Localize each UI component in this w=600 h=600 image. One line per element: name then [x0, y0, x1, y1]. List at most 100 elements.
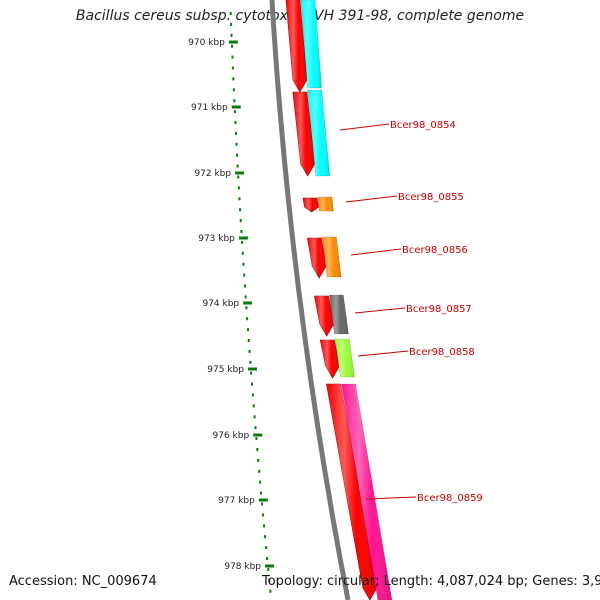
- scale-dot: [265, 546, 268, 550]
- scale-major-tick: [265, 564, 275, 568]
- scale-track: 970 kbp 971 kbp 972 kbp 973 kbp 974 kbp 975 k…: [188, 12, 275, 593]
- scale-label: 971 kbp: [191, 103, 228, 113]
- scale-dot: [240, 230, 243, 233]
- scale-dot: [231, 55, 234, 59]
- scale-label: 977 kbp: [218, 496, 255, 506]
- cds-track: [285, 0, 378, 600]
- scale-dot: [242, 262, 245, 266]
- scale-dot: [251, 393, 254, 397]
- scale-dot: [239, 208, 242, 212]
- scale-dot: [230, 22, 233, 26]
- cog-block-shade: [317, 197, 334, 211]
- scale-dot: [262, 513, 265, 517]
- scale-dot: [243, 284, 246, 288]
- scale-major-tick: [243, 301, 253, 305]
- gene-labels: Bcer98_0854 Bcer98_0855 Bcer98_0856 Bcer98_…: [339, 120, 483, 504]
- cds-arrow-shade: [286, 0, 307, 92]
- cog-block-shade: [301, 0, 322, 88]
- scale-dot: [264, 535, 267, 539]
- scale-dot: [230, 44, 233, 48]
- gene-label: Bcer98_0859: [417, 493, 483, 504]
- scale-dot: [268, 578, 271, 582]
- scale-dot: [237, 175, 240, 179]
- scale-dot: [229, 12, 232, 15]
- scale-label: 978 kbp: [224, 562, 261, 572]
- scale-dot: [249, 360, 252, 364]
- gene-label: Bcer98_0857: [406, 304, 472, 315]
- gene-leader-line: [339, 123, 390, 131]
- scale-dot: [235, 142, 238, 146]
- scale-dot: [263, 524, 266, 528]
- scale-dot: [247, 339, 250, 342]
- scale-dot: [236, 153, 239, 157]
- scale-label: 976 kbp: [213, 431, 250, 441]
- cds-arrow-shade: [292, 92, 315, 176]
- cog-block-shade: [307, 90, 330, 176]
- scale-dot: [233, 110, 236, 114]
- scale-dot: [259, 480, 262, 484]
- scale-dot: [231, 66, 234, 70]
- gene-label: Bcer98_0856: [402, 245, 468, 256]
- scale-dot: [261, 502, 264, 506]
- scale-dot: [248, 349, 251, 353]
- gene-leader-line: [357, 350, 409, 357]
- scale-dot: [232, 88, 235, 92]
- scale-dot: [260, 491, 263, 495]
- scale-major-tick: [247, 367, 257, 371]
- scale-major-tick: [253, 433, 263, 437]
- cog-block-shade: [335, 339, 355, 377]
- backbone-track: [269, 0, 351, 600]
- scale-dot: [246, 328, 249, 332]
- scale-major-tick: [258, 498, 268, 502]
- gene-label: Bcer98_0858: [409, 347, 475, 358]
- scale-dot: [252, 404, 255, 408]
- gene-leader-line: [350, 248, 402, 256]
- scale-dot: [246, 317, 249, 321]
- cog-track: [300, 0, 393, 600]
- scale-label: 973 kbp: [198, 234, 235, 244]
- scale-dot: [234, 121, 237, 124]
- scale-label: 972 kbp: [194, 169, 231, 179]
- scale-dot: [256, 448, 259, 451]
- scale-label: 975 kbp: [207, 365, 244, 375]
- scale-dot: [243, 273, 246, 277]
- scale-dot: [250, 371, 253, 375]
- scale-dot: [241, 240, 244, 244]
- cds-arrow-shade: [314, 296, 334, 336]
- accession-text: Accession: NC_009674: [9, 574, 157, 589]
- gene-label: Bcer98_0855: [398, 192, 464, 203]
- cog-block-shade: [322, 237, 342, 277]
- scale-dot: [244, 295, 247, 299]
- scale-dot: [253, 415, 256, 419]
- scale-dot: [239, 219, 242, 223]
- gene-leader-line: [365, 496, 417, 500]
- scale-dot: [241, 251, 244, 255]
- scale-dot: [245, 306, 248, 310]
- scale-major-tick: [231, 105, 241, 109]
- scale-dot: [232, 77, 235, 81]
- scale-major-tick: [238, 236, 248, 240]
- scale-dot: [254, 426, 257, 430]
- cds-arrow-shade: [302, 198, 319, 212]
- scale-dot: [234, 131, 237, 135]
- scale-dot: [251, 382, 254, 386]
- cds-arrow-shade: [307, 238, 327, 278]
- scale-dot: [236, 164, 239, 168]
- scale-dot: [237, 186, 240, 190]
- topology-summary: Topology: circular; Length: 4,087,024 bp…: [262, 574, 600, 589]
- gene-leader-line: [345, 195, 398, 203]
- cds-arrow-shade: [326, 384, 377, 600]
- scale-dot: [267, 567, 270, 571]
- scale-label: 970 kbp: [188, 38, 225, 48]
- scale-dot: [266, 557, 269, 560]
- backbone-line: [269, 0, 351, 600]
- cog-block-shade: [341, 384, 392, 600]
- cds-arrow-shade: [320, 340, 340, 378]
- scale-dot: [269, 589, 272, 593]
- gene-leader-line: [354, 307, 406, 314]
- scale-major-tick: [228, 40, 238, 44]
- cog-block-shade: [329, 295, 349, 334]
- scale-dot: [238, 197, 241, 201]
- scale-dot: [233, 99, 236, 103]
